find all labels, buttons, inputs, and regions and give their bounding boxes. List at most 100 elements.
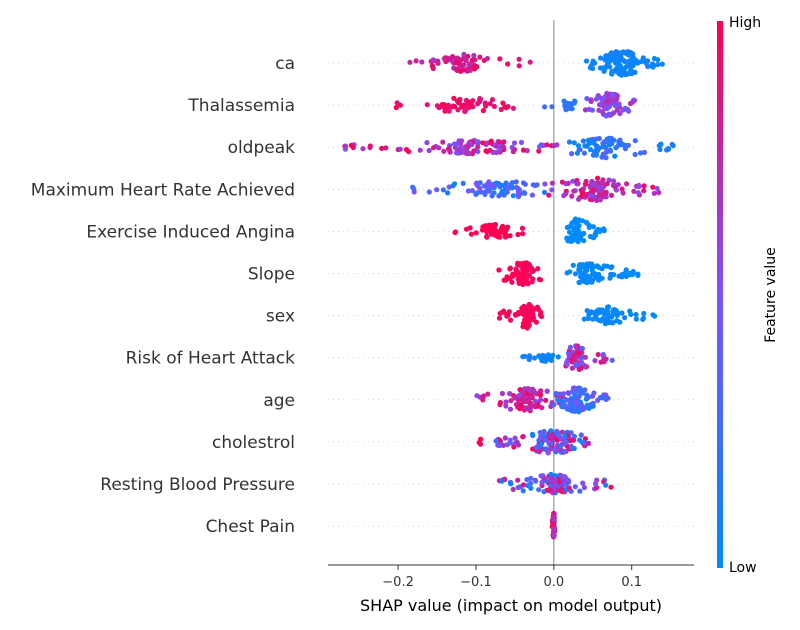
shap-point [590, 61, 596, 67]
shap-point [502, 476, 508, 482]
shap-point [551, 533, 557, 539]
shap-point [441, 102, 447, 108]
shap-point [592, 194, 598, 200]
shap-point [583, 58, 590, 64]
shap-point [484, 149, 490, 155]
shap-point [599, 275, 605, 281]
shap-point [383, 145, 389, 151]
shap-point [360, 146, 366, 152]
shap-point [608, 265, 614, 271]
shap-point [510, 193, 516, 199]
shap-point [535, 266, 541, 272]
shap-point [518, 139, 525, 145]
shap-point [559, 429, 565, 435]
shap-point [600, 351, 606, 358]
shap-point [515, 484, 521, 491]
shap-point [608, 192, 615, 198]
shap-point [594, 477, 600, 483]
x-tick-label: −0.2 [382, 575, 414, 590]
shap-point [555, 354, 561, 360]
shap-point [576, 366, 582, 372]
shap-point [527, 400, 533, 406]
shap-point [467, 140, 473, 146]
feature-label: oldpeak [228, 138, 296, 158]
feature-label: ca [275, 54, 295, 74]
shap-point [581, 278, 587, 284]
shap-point [605, 91, 611, 97]
shap-point [538, 473, 544, 479]
shap-point [488, 140, 494, 146]
shap-point [544, 142, 550, 148]
shap-point [524, 148, 530, 154]
shap-point [615, 69, 621, 75]
shap-point [507, 317, 514, 323]
shap-point [532, 398, 539, 404]
shap-point [609, 357, 615, 363]
shap-point [536, 148, 542, 154]
shap-point [460, 146, 466, 152]
shap-point [670, 143, 676, 149]
shap-point [636, 183, 642, 190]
shap-point [411, 186, 417, 192]
shap-point [630, 268, 636, 275]
shap-point [630, 99, 636, 105]
shap-point [604, 59, 610, 65]
shap-point [515, 189, 521, 195]
shap-point [607, 319, 613, 325]
feature-label: age [263, 391, 295, 411]
shap-point [604, 148, 610, 154]
shap-point [533, 478, 539, 484]
shap-point [393, 104, 399, 111]
shap-point [632, 69, 638, 75]
shap-point [522, 181, 528, 187]
shap-point [343, 143, 349, 149]
shap-point [618, 72, 625, 78]
shap-point [397, 146, 403, 152]
shap-point [584, 261, 590, 267]
shap-point [538, 142, 544, 148]
shap-point [458, 57, 464, 63]
shap-point [585, 315, 591, 322]
shap-point [595, 351, 601, 358]
shap-point [463, 107, 469, 114]
shap-point [465, 53, 471, 59]
feature-label: Chest Pain [206, 517, 295, 537]
x-axis-title: SHAP value (impact on model output) [360, 596, 662, 615]
shap-point [568, 443, 575, 449]
shap-point [460, 180, 466, 186]
shap-point [543, 397, 549, 403]
shap-point [604, 106, 610, 112]
shap-point [597, 197, 603, 203]
shap-point [472, 66, 478, 72]
shap-point [620, 190, 626, 196]
shap-point [440, 187, 446, 193]
shap-point [563, 191, 569, 197]
feature-label: sex [266, 307, 295, 327]
shap-point [507, 440, 513, 446]
shap-point [591, 186, 597, 192]
shap-point [614, 96, 620, 102]
shap-point [491, 226, 497, 232]
shap-point [589, 267, 595, 273]
shap-point [532, 403, 538, 409]
x-tick-label: −0.1 [460, 575, 492, 590]
shap-point [538, 435, 544, 441]
shap-point [541, 428, 547, 435]
shap-point [604, 181, 610, 187]
shap-point [436, 105, 442, 111]
shap-point [519, 225, 526, 231]
shap-point [664, 147, 670, 153]
shap-point [529, 268, 536, 274]
shap-point [566, 485, 572, 491]
shap-point [539, 479, 545, 485]
shap-point [587, 274, 593, 280]
shap-point [446, 184, 452, 190]
shap-point [581, 150, 588, 156]
shap-point [652, 313, 658, 319]
shap-point [516, 63, 522, 69]
shap-point [573, 344, 579, 350]
shap-point [599, 187, 605, 193]
shap-point [563, 439, 569, 445]
shap-point [497, 234, 503, 240]
shap-point [467, 100, 473, 107]
